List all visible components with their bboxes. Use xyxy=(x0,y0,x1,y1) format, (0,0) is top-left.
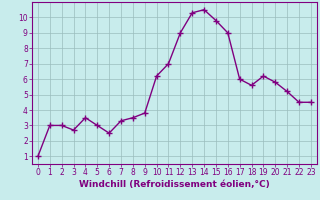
X-axis label: Windchill (Refroidissement éolien,°C): Windchill (Refroidissement éolien,°C) xyxy=(79,180,270,189)
